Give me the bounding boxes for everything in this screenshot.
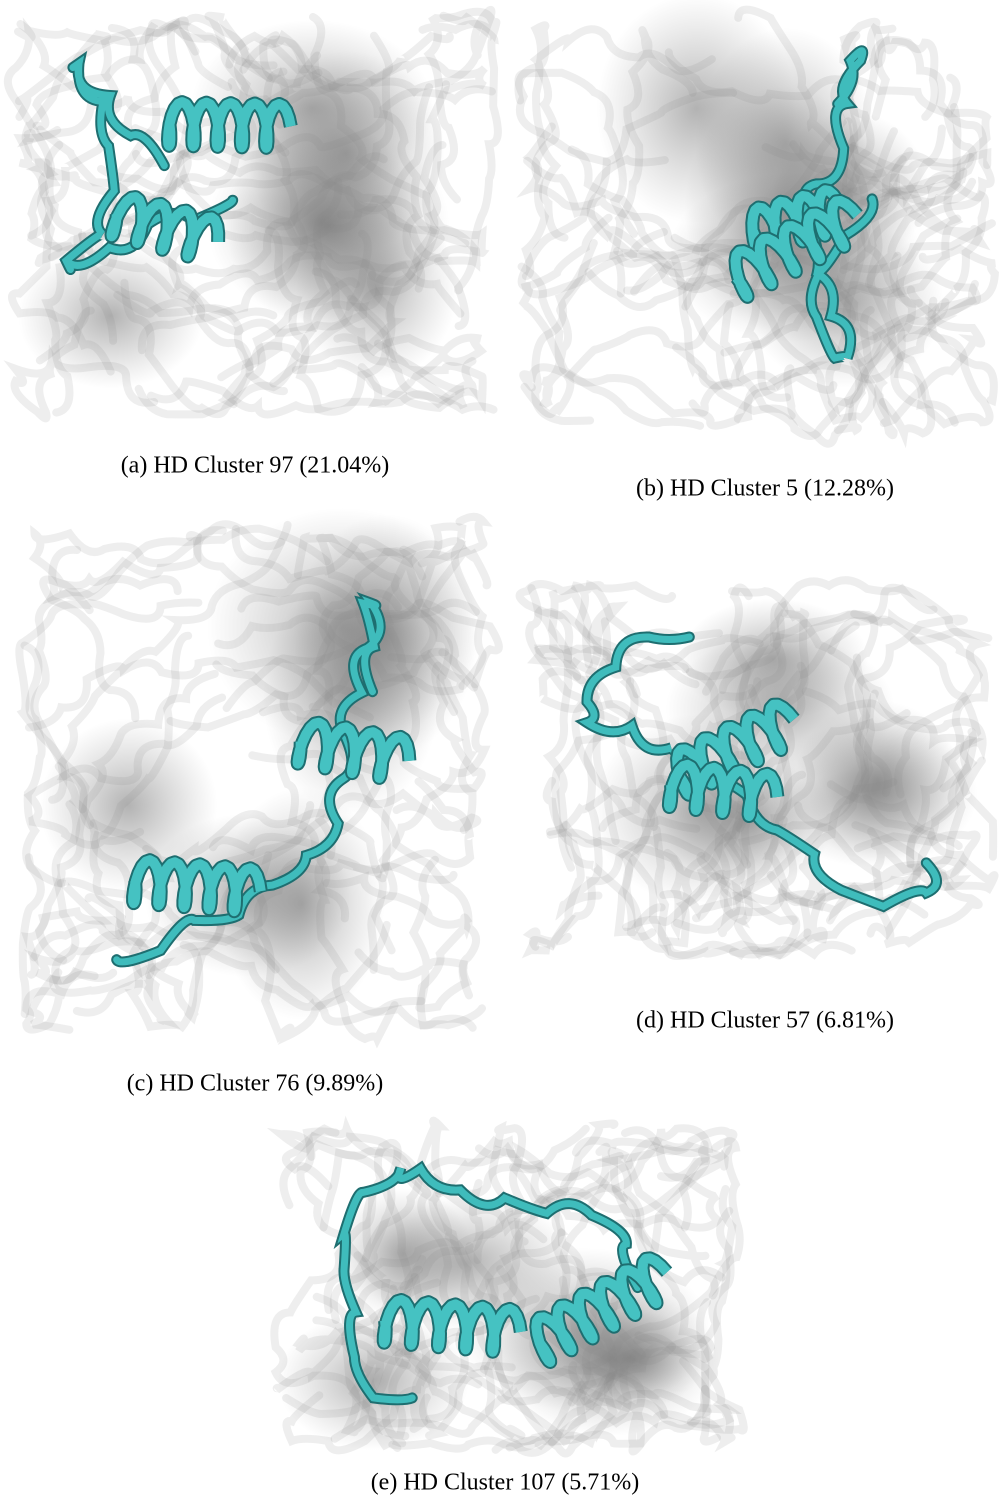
panel-c — [19, 508, 499, 1039]
caption: (a) HD Cluster 97 (21.04%) — [121, 453, 390, 479]
figure: (a) HD Cluster 97 (21.04%) (b) HD Cluste… — [0, 0, 1000, 1507]
panel-e — [274, 1121, 743, 1454]
page: (a) HD Cluster 97 (21.04%) (b) HD Cluste… — [0, 0, 1000, 1507]
caption: (b) HD Cluster 5 (12.28%) — [636, 476, 894, 502]
caption: (c) HD Cluster 76 (9.89%) — [127, 1071, 384, 1097]
panel-b — [518, 0, 994, 444]
panel-a — [8, 10, 498, 418]
caption: (d) HD Cluster 57 (6.81%) — [636, 1008, 894, 1034]
caption: (e) HD Cluster 107 (5.71%) — [371, 1470, 640, 1496]
panel-d — [520, 580, 995, 956]
